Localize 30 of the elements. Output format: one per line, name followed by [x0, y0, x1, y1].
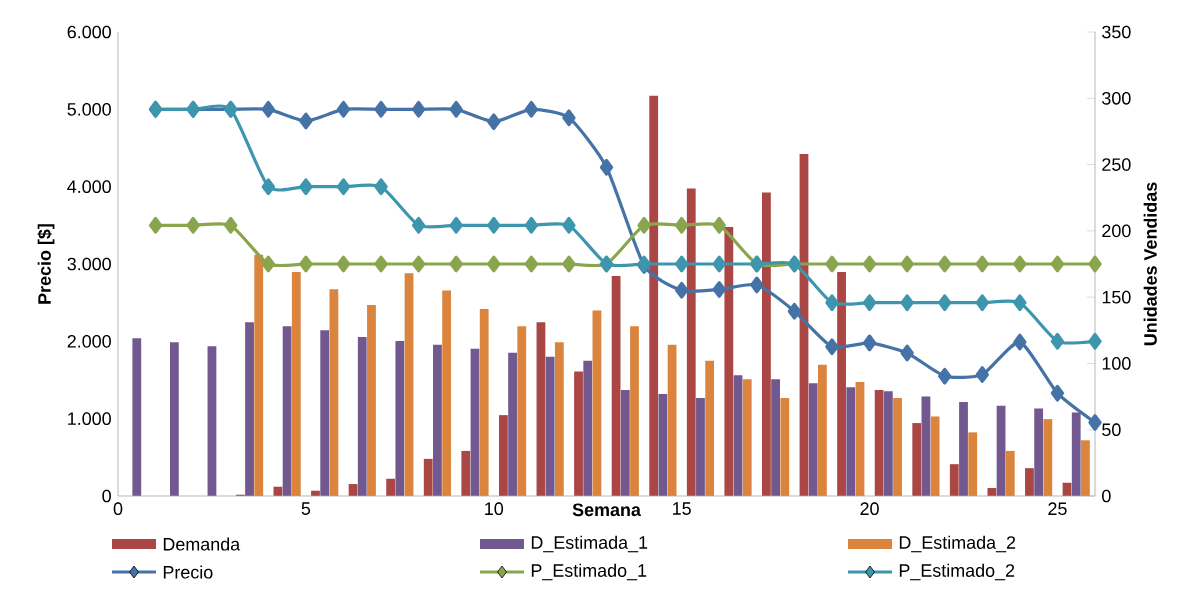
y-tick-label: 4.000: [67, 180, 111, 194]
legend-label: D_Estimada_1: [531, 535, 648, 553]
x-tick-label: 20: [860, 502, 879, 516]
y-tick-label: 5.000: [67, 102, 111, 116]
x-tick-label: 15: [673, 502, 691, 515]
y2-tick-label: 0: [1102, 489, 1111, 503]
x-tick-label: 5: [301, 502, 311, 515]
legend-label: Precio: [163, 565, 213, 579]
y-tick-label: 0: [102, 489, 111, 503]
x-tick-label: 0: [113, 502, 123, 516]
x-axis-title: Semana: [572, 503, 642, 517]
legend-label: Demanda: [163, 537, 241, 551]
y2-tick-label: 250: [1102, 158, 1131, 171]
y2-tick-label: 200: [1102, 224, 1131, 238]
legend-label: P_Estimado_1: [531, 563, 647, 581]
y-tick-label: 6.000: [67, 25, 111, 39]
y2-axis-title: Unidades Vendidas: [1143, 182, 1157, 346]
y-tick-label: 1.000: [68, 412, 111, 426]
legend-label: P_Estimado_2: [899, 563, 1015, 581]
y2-tick-label: 100: [1102, 357, 1131, 370]
y2-tick-label: 300: [1102, 91, 1131, 105]
y2-tick-label: 150: [1102, 290, 1131, 304]
y2-tick-label: 50: [1102, 423, 1121, 437]
y-tick-label: 2.000: [67, 334, 111, 348]
legend-label: D_Estimada_2: [899, 535, 1016, 553]
y-tick-label: 3.000: [67, 257, 111, 271]
y2-tick-label: 350: [1102, 25, 1131, 39]
x-tick-label: 10: [485, 502, 504, 516]
x-tick-label: 25: [1048, 502, 1067, 516]
y-axis-title: Precio [$]: [37, 224, 55, 304]
